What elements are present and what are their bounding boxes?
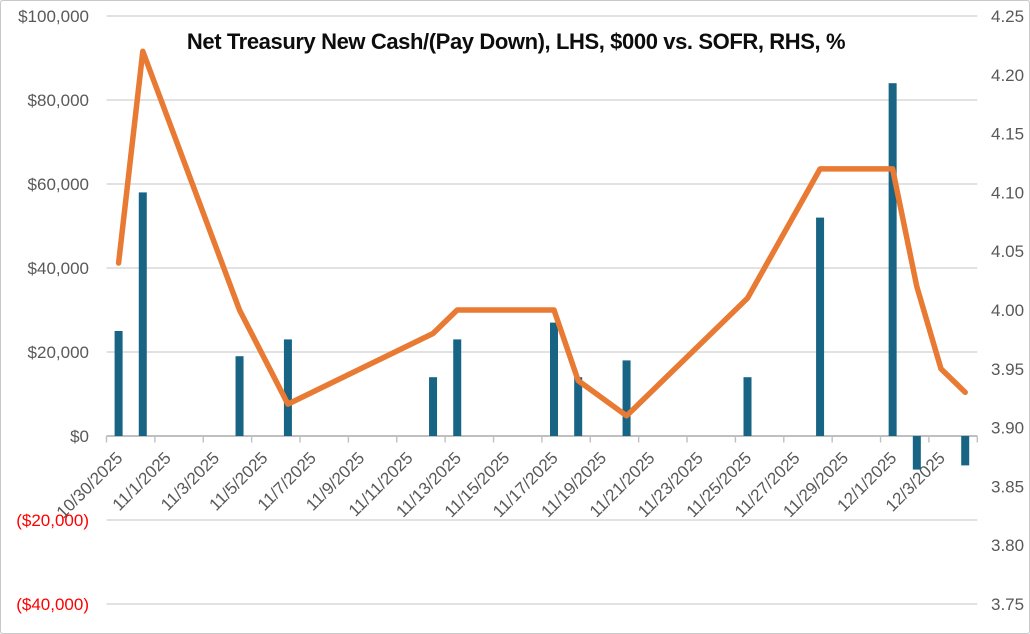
bar-net-treasury-cash: [743, 377, 752, 436]
left-axis-label: $20,000: [28, 343, 89, 362]
right-axis-label: 4.00: [991, 301, 1024, 320]
right-axis-label: 3.95: [991, 360, 1024, 379]
left-axis-label: $40,000: [28, 259, 89, 278]
bar-net-treasury-cash: [235, 356, 244, 436]
right-axis-label: 3.75: [991, 595, 1024, 614]
bar-net-treasury-cash: [283, 339, 292, 436]
bar-net-treasury-cash: [549, 322, 558, 436]
right-axis-label: 4.20: [991, 66, 1024, 85]
right-axis-label: 4.10: [991, 183, 1024, 202]
bar-net-treasury-cash: [138, 192, 147, 436]
bar-net-treasury-cash: [816, 217, 825, 436]
bar-net-treasury-cash: [888, 83, 897, 436]
left-axis-label: $100,000: [18, 7, 89, 26]
sofr-line: [115, 48, 968, 419]
right-axis-label: 3.85: [991, 477, 1024, 496]
right-axis-label: 3.80: [991, 536, 1024, 555]
bar-net-treasury-cash: [453, 339, 462, 436]
left-axis-label: ($40,000): [16, 595, 89, 614]
bar-net-treasury-cash: [622, 360, 631, 436]
bar-net-treasury-cash: [912, 436, 921, 470]
right-axis-label: 4.15: [991, 125, 1024, 144]
right-axis-label: 4.05: [991, 242, 1024, 261]
right-axis-label: 4.25: [991, 7, 1024, 26]
left-axis-label: $0: [70, 427, 89, 446]
bar-net-treasury-cash: [114, 331, 123, 436]
bar-net-treasury-cash: [574, 377, 583, 436]
bar-net-treasury-cash: [429, 377, 438, 436]
left-axis-label: ($20,000): [16, 511, 89, 530]
bar-net-treasury-cash: [961, 436, 970, 466]
left-axis-label: $80,000: [28, 91, 89, 110]
left-axis-label: $60,000: [28, 175, 89, 194]
right-axis-label: 3.90: [991, 419, 1024, 438]
